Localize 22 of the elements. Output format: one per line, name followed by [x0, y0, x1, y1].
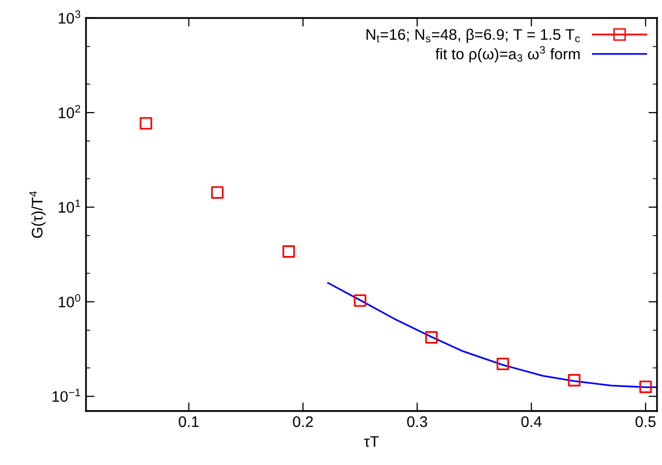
y-axis-title: G(τ)/T$^{4}$	[29, 191, 46, 238]
point	[354, 294, 366, 307]
point	[496, 358, 510, 370]
y-tick-label: 10$^{−1}$	[52, 388, 80, 402]
x-axis-title: τT	[364, 436, 379, 447]
point	[211, 186, 224, 199]
x-tick-label: 0.4	[521, 416, 542, 428]
point	[282, 245, 295, 258]
x-tick-label: 0.3	[407, 416, 428, 428]
x-tick-label: 0.1	[178, 416, 199, 428]
legend-label: N$_{t}$=16; N$_{s}$=48, β=6.9; T = 1.5 T$_{c}$	[366, 28, 580, 43]
legend-label: fit to ρ(ω)=a$_{3}$ ω$^{3}$ form	[436, 46, 580, 62]
y-tick-label: 10$^{2}$	[58, 104, 80, 118]
y-tick-label: 10$^{0}$	[58, 294, 80, 308]
point	[140, 117, 152, 130]
x-tick-label: 0.5	[636, 416, 656, 428]
point	[425, 331, 438, 344]
point	[639, 380, 652, 394]
y-tick-label: 10$^{1}$	[58, 200, 80, 213]
x-tick-label: 0.2	[292, 416, 313, 428]
y-tick-label: 10$^{3}$	[58, 10, 80, 24]
point	[568, 374, 580, 386]
